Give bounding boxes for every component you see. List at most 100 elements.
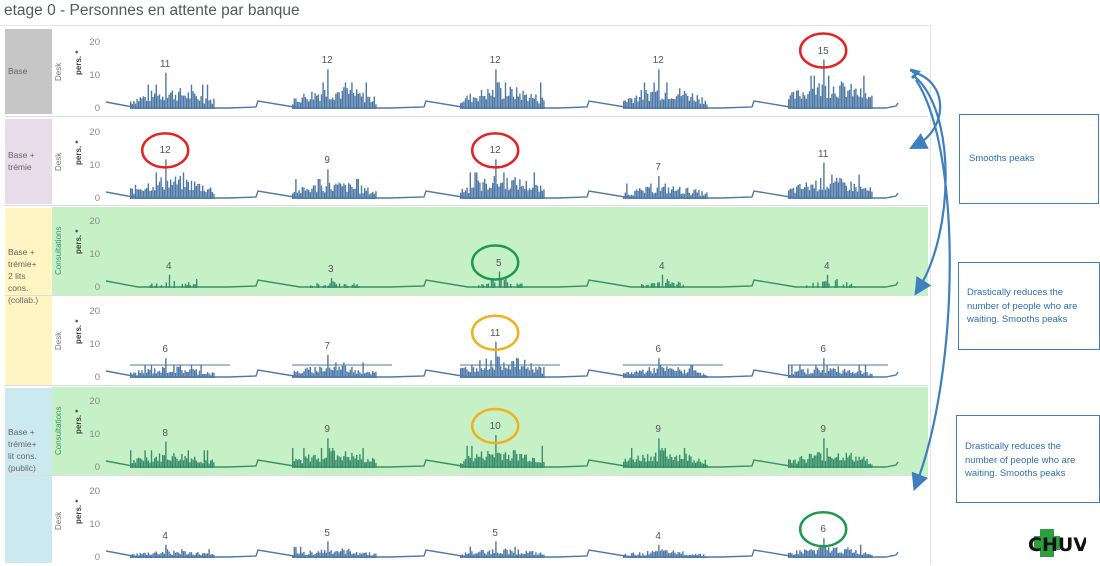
bar <box>487 88 489 109</box>
bar <box>131 554 133 558</box>
bar <box>165 358 167 378</box>
page-title: etage 0 - Personnes en attente par banqu… <box>4 2 300 19</box>
bar <box>626 183 628 199</box>
bar <box>178 179 180 199</box>
bar <box>669 284 672 288</box>
bar <box>170 372 172 378</box>
bar <box>849 284 851 288</box>
bar <box>314 554 316 558</box>
bar <box>511 89 513 109</box>
bar <box>162 552 164 558</box>
bar <box>168 187 170 199</box>
bar <box>640 461 642 468</box>
bar <box>324 90 326 109</box>
bar <box>847 457 849 468</box>
bar <box>206 372 209 378</box>
bar <box>704 375 706 378</box>
bar <box>624 192 626 199</box>
y-tick-label: 0 <box>94 552 100 563</box>
bar <box>840 552 843 558</box>
bar <box>190 552 193 558</box>
bar <box>847 547 849 558</box>
bar <box>319 366 321 378</box>
bar <box>187 181 189 199</box>
panel-chart <box>105 341 899 378</box>
bar <box>655 372 657 378</box>
bar <box>863 188 865 199</box>
peak-data-label: 4 <box>166 260 172 272</box>
bar <box>482 284 485 288</box>
bar <box>372 371 374 378</box>
bar <box>651 373 654 378</box>
bar <box>648 100 650 109</box>
bar <box>472 367 475 378</box>
bar <box>821 547 823 558</box>
bar <box>179 364 181 378</box>
bar <box>832 547 835 558</box>
bar <box>524 188 526 199</box>
bar <box>682 373 684 378</box>
bar <box>476 98 478 109</box>
bar <box>655 551 657 558</box>
bar <box>627 194 630 199</box>
bar <box>146 188 148 199</box>
bar <box>317 372 319 378</box>
bar <box>306 555 308 558</box>
bar <box>300 102 302 109</box>
peak-data-label: 4 <box>162 530 168 542</box>
bar <box>295 179 297 199</box>
bar <box>541 554 543 558</box>
bar <box>688 368 690 378</box>
bar <box>501 554 503 558</box>
bar <box>656 551 658 558</box>
bar <box>837 182 839 199</box>
bar <box>349 460 351 468</box>
bar <box>149 101 151 109</box>
bar <box>791 92 793 109</box>
scenario-label: Base + trémie <box>5 119 52 204</box>
bar <box>687 187 689 199</box>
bar <box>829 456 831 468</box>
bar <box>517 549 519 558</box>
bar <box>698 99 700 109</box>
bar <box>530 189 532 199</box>
bar <box>634 554 636 558</box>
bar <box>624 458 626 468</box>
bar <box>210 554 212 558</box>
bar <box>536 554 539 558</box>
bar <box>360 553 363 558</box>
bar <box>853 89 855 109</box>
bar <box>474 172 476 199</box>
bar <box>195 186 197 199</box>
bar <box>194 284 196 288</box>
bar <box>656 187 658 199</box>
bar <box>691 462 694 468</box>
bar <box>335 93 337 109</box>
bar <box>356 284 358 288</box>
bar <box>675 371 678 378</box>
bar <box>512 552 515 558</box>
bar <box>194 93 196 109</box>
bar <box>680 459 682 468</box>
bar <box>330 451 332 468</box>
bar <box>661 549 663 558</box>
bar <box>292 448 294 468</box>
bar <box>157 371 159 378</box>
bar <box>184 551 186 558</box>
bar <box>674 552 676 558</box>
bar <box>640 555 642 558</box>
bar <box>158 181 161 199</box>
bar <box>651 192 654 199</box>
bar <box>208 549 210 558</box>
bar <box>320 367 323 378</box>
bar <box>488 454 491 468</box>
bar <box>152 461 154 468</box>
bar <box>150 450 153 468</box>
bar <box>166 97 169 109</box>
bar <box>174 372 177 378</box>
bar <box>850 549 852 558</box>
bar <box>501 182 503 199</box>
bar <box>306 367 308 378</box>
bar <box>624 100 626 109</box>
bar <box>658 544 660 558</box>
